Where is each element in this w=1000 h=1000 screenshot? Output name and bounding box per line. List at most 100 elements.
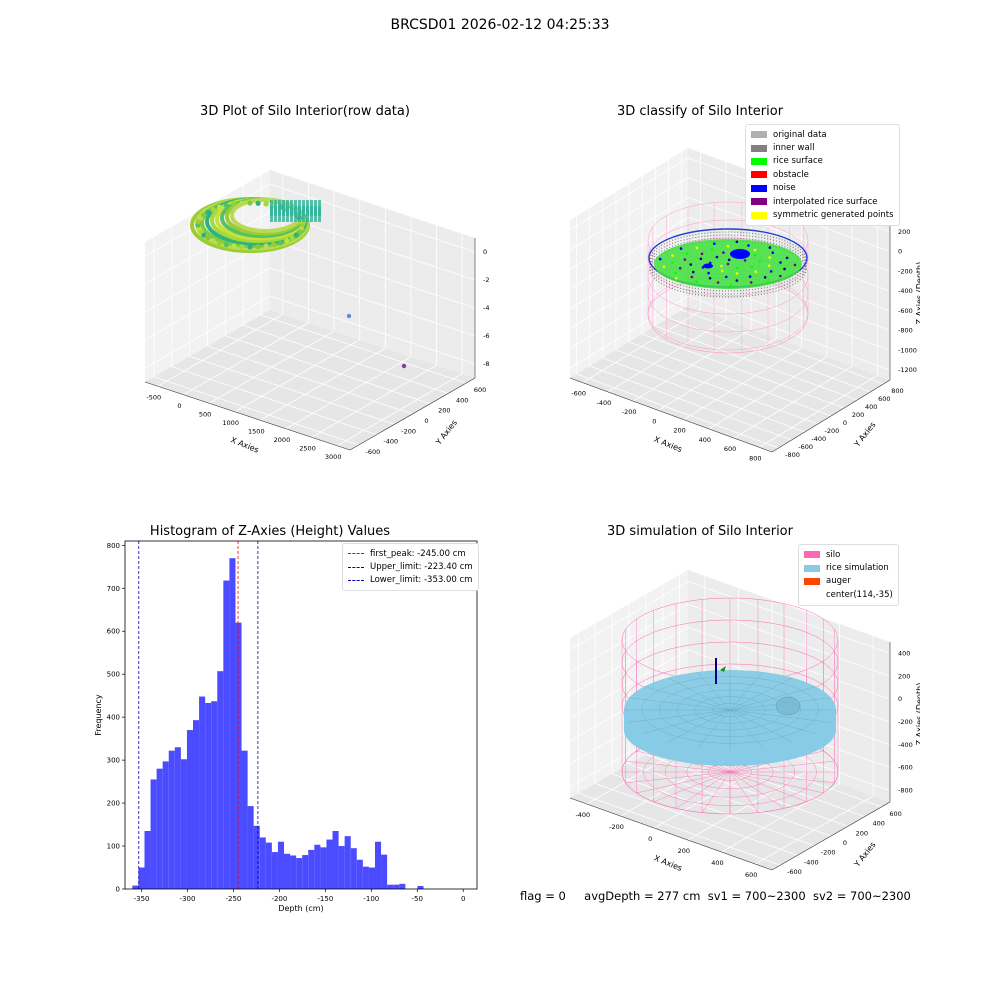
chart-title-raw: 3D Plot of Silo Interior(row data) — [200, 104, 410, 119]
wall-points — [290, 206, 293, 222]
outlier-point — [346, 313, 352, 319]
status-footer: flag = 0 avgDepth = 277 cm sv1 = 700~230… — [520, 889, 911, 903]
grid-y — [576, 373, 779, 449]
grid-z — [687, 295, 891, 371]
rice-bump — [775, 696, 801, 716]
z-tick-label: 200 — [898, 228, 910, 236]
y-tick-label: 400 — [107, 714, 120, 722]
point-cloud-dot — [231, 243, 237, 249]
point-cloud-dot — [210, 206, 216, 213]
x-tick-label: -50 — [412, 895, 423, 903]
inner-wall-ring — [649, 240, 807, 298]
sv1-text: sv1 = 700~2300 — [707, 889, 806, 903]
y-tick-label: 100 — [107, 843, 120, 851]
legend-swatch — [804, 564, 820, 572]
x-axis-label: X Axies — [229, 435, 260, 454]
classified-point — [729, 284, 733, 287]
noise-cluster — [703, 263, 713, 269]
z-tick-label: 0 — [898, 248, 902, 256]
x-tick-label: 400 — [711, 859, 723, 867]
histogram-bar — [241, 750, 248, 889]
histogram-bar — [387, 884, 394, 889]
legend-swatch — [751, 211, 767, 219]
histogram-bar — [174, 747, 181, 889]
classified-point — [708, 276, 712, 280]
z-tick-label: -800 — [898, 787, 913, 795]
y-axis-label: Y Axies — [852, 840, 878, 869]
grid-y — [243, 325, 449, 394]
point-cloud-dot — [223, 202, 229, 208]
grid-z — [144, 267, 271, 341]
x-axis-label: X Axies — [653, 435, 684, 454]
histogram-bar — [393, 884, 400, 889]
classified-point — [689, 263, 693, 266]
classified-point — [779, 261, 782, 264]
grid-z — [144, 211, 271, 285]
z-tick-label: -800 — [483, 360, 490, 368]
y-tick-label: 200 — [107, 800, 120, 808]
wall-points — [282, 206, 285, 222]
histogram-bar — [217, 671, 224, 889]
point-cloud-dot — [293, 232, 299, 238]
classified-point — [658, 257, 662, 261]
point-cloud-dot — [201, 232, 207, 238]
classified-point — [674, 271, 677, 275]
classified-point — [679, 247, 683, 250]
classified-point — [763, 276, 767, 279]
y-tick-label: 0 — [116, 886, 120, 894]
point-cloud-dot — [263, 201, 269, 207]
y-tick-label: -400 — [804, 858, 819, 866]
classified-point — [726, 244, 730, 248]
y-tick-label: 400 — [456, 396, 468, 404]
wall-points — [286, 206, 289, 222]
histogram-bar — [229, 558, 236, 889]
y-tick-label: 0 — [843, 839, 847, 847]
y-tick-label: -600 — [798, 443, 813, 451]
classified-point — [708, 261, 712, 265]
y-tick-label: 600 — [889, 810, 901, 818]
x-tick-label: 3000 — [325, 453, 342, 461]
point-cloud-dot — [210, 237, 216, 244]
classified-point — [662, 265, 666, 269]
classified-point — [720, 264, 723, 268]
classified-point — [753, 253, 757, 257]
point-cloud-dot — [296, 229, 303, 235]
histogram-bar — [344, 836, 351, 889]
y-tick-label: -400 — [383, 438, 398, 446]
classified-point — [749, 281, 753, 284]
histogram-bar — [150, 779, 157, 889]
legend-item: rice simulation — [804, 561, 893, 574]
chart-title-simulation: 3D simulation of Silo Interior — [607, 524, 793, 539]
rice-mesh-spoke — [644, 709, 731, 734]
legend-item: center(114,-35) — [804, 588, 893, 601]
legend-item: obstacle — [751, 168, 894, 181]
histogram-bar — [277, 841, 284, 889]
grid-y — [260, 314, 467, 384]
grid-y — [153, 376, 360, 446]
histogram-bar — [156, 768, 163, 889]
x-tick-label: 600 — [724, 445, 736, 453]
wall-points — [298, 206, 301, 222]
classified-point — [753, 248, 757, 252]
x-tick-label: 0 — [177, 402, 181, 410]
histogram-bar — [338, 846, 345, 889]
z-tick-label: -1000 — [898, 346, 917, 354]
rice-mesh-spoke — [729, 686, 816, 711]
y-tick-label: -600 — [366, 448, 381, 456]
x-tick-label: 1000 — [222, 419, 239, 427]
classified-point — [685, 252, 689, 255]
classified-point — [671, 261, 674, 264]
y-tick-label: 0 — [843, 419, 847, 427]
grid-z — [687, 603, 891, 677]
legend-line — [348, 566, 364, 568]
histogram-bar — [374, 841, 382, 889]
point-cloud-dot — [247, 244, 253, 250]
classified-point — [671, 254, 674, 257]
grid-z — [144, 295, 271, 369]
histogram-plot: -350 -300 -250 -200 -150 -100 -50 0 0 100 200 300 40… — [94, 540, 478, 913]
z-tick-label: -200 — [483, 276, 490, 284]
x-axis-label: X Axies — [653, 854, 684, 873]
histogram-bar — [132, 885, 139, 889]
legend-item: Lower_limit: -353.00 cm — [348, 574, 473, 587]
point-cloud-dot — [239, 200, 245, 206]
